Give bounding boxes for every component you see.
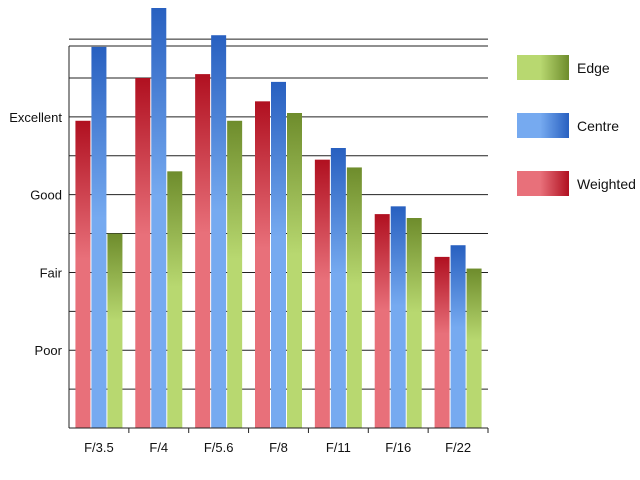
- bar-centre-6: [450, 245, 466, 428]
- x-tick-label: F/4: [149, 440, 168, 455]
- legend-swatch-centre: [517, 113, 569, 138]
- bar-weighted-5: [374, 214, 390, 428]
- y-tick-labels: Poor Fair Good Excellent: [9, 110, 62, 358]
- bar-centre-4: [330, 148, 346, 428]
- legend: Edge Centre Weighted: [517, 55, 636, 196]
- bar-edge-0: [107, 233, 123, 428]
- y-tick-label: Fair: [40, 265, 63, 280]
- bar-edge-3: [287, 113, 302, 428]
- legend-label-centre: Centre: [577, 118, 619, 134]
- legend-swatch-edge: [517, 55, 569, 80]
- bar-weighted-0: [75, 120, 91, 429]
- bar-weighted-3: [255, 101, 270, 428]
- bar-edge-1: [167, 171, 183, 429]
- bars: [75, 8, 482, 429]
- bar-centre-2: [211, 35, 227, 428]
- y-tick-label: Poor: [35, 343, 63, 358]
- bar-centre-3: [271, 81, 286, 428]
- axes: [68, 46, 489, 433]
- x-tick-label: F/16: [385, 440, 411, 455]
- x-tick-label: F/3.5: [84, 440, 114, 455]
- y-tick-label: Excellent: [9, 110, 62, 125]
- x-tick-label: F/22: [445, 440, 471, 455]
- bar-edge-4: [346, 167, 362, 428]
- bar-edge-6: [466, 268, 482, 428]
- bar-weighted-1: [135, 78, 151, 428]
- legend-swatch-weighted: [517, 171, 569, 196]
- x-tick-label: F/11: [326, 440, 351, 455]
- x-tick-label: F/5.6: [204, 440, 234, 455]
- y-tick-label: Good: [30, 188, 62, 203]
- bar-edge-5: [406, 218, 422, 428]
- bar-weighted-6: [434, 256, 450, 428]
- bar-edge-2: [227, 120, 243, 429]
- bar-centre-0: [91, 46, 107, 429]
- x-tick-label: F/8: [269, 440, 288, 455]
- bar-centre-1: [151, 8, 167, 428]
- legend-label-edge: Edge: [577, 60, 610, 76]
- bar-centre-5: [390, 206, 406, 428]
- bar-weighted-2: [195, 74, 211, 428]
- x-tick-labels: F/3.5 F/4 F/5.6 F/8 F/11 F/16 F/22: [84, 440, 471, 455]
- bar-weighted-4: [314, 159, 330, 428]
- legend-label-weighted: Weighted: [577, 176, 636, 192]
